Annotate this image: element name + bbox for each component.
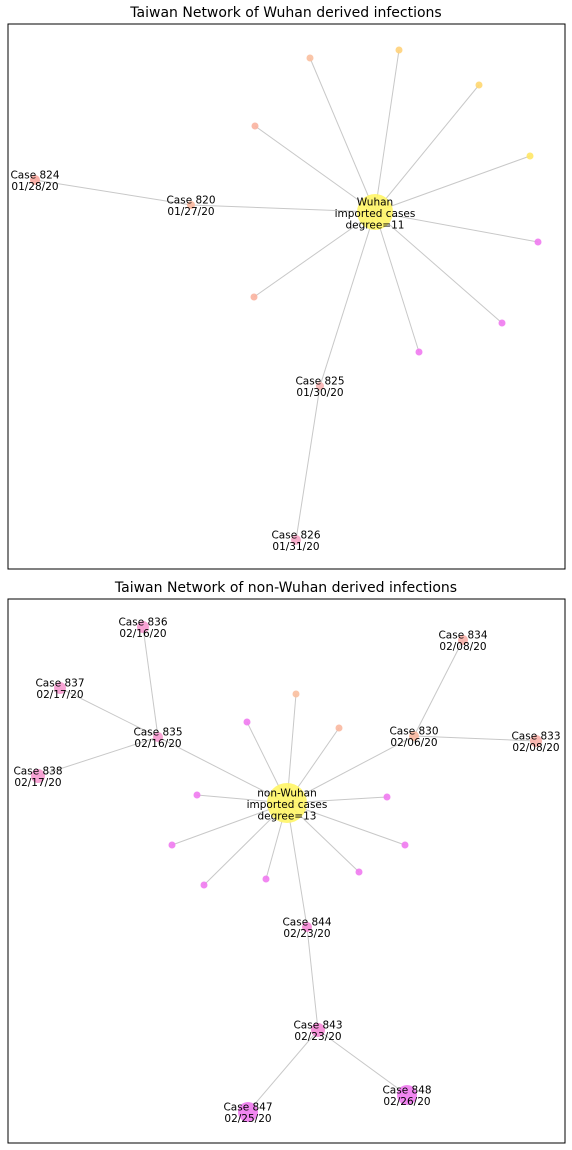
node-n5 xyxy=(383,793,391,801)
edge-c830-c833 xyxy=(413,735,537,742)
edge-c825-c826 xyxy=(295,385,321,541)
node-label-c825: Case 825 01/30/20 xyxy=(295,375,344,399)
node-c844 xyxy=(302,922,312,932)
node-label-c830: Case 830 02/06/20 xyxy=(389,725,438,749)
edge-c820-c824 xyxy=(34,179,192,206)
hub-node xyxy=(357,194,393,230)
node-c847 xyxy=(238,1102,258,1122)
node-label-c847: Case 847 02/25/20 xyxy=(223,1101,272,1125)
node-u6 xyxy=(250,293,258,301)
node-u8 xyxy=(498,319,506,327)
edge-hub-n6 xyxy=(171,802,288,846)
edge-hub-c835 xyxy=(157,736,288,804)
panel-2-title: Taiwan Network of non-Wuhan derived infe… xyxy=(114,580,458,596)
node-label-c820: Case 820 01/27/20 xyxy=(166,194,215,218)
node-n3 xyxy=(243,718,251,726)
node-n7 xyxy=(401,841,409,849)
edge-hub-c820 xyxy=(190,204,376,213)
node-u7 xyxy=(534,238,542,246)
node-n8 xyxy=(200,881,208,889)
node-label-c834: Case 834 02/08/20 xyxy=(438,629,487,653)
panel-2-frame xyxy=(7,598,566,1144)
edge-hub-u6 xyxy=(253,211,376,298)
node-label-c833: Case 833 02/08/20 xyxy=(511,730,560,754)
node-c837 xyxy=(54,682,66,694)
node-label-c843: Case 843 02/23/20 xyxy=(293,1019,342,1043)
edge-hub-u2 xyxy=(374,49,400,213)
node-label-c844: Case 844 02/23/20 xyxy=(282,916,331,940)
node-c848 xyxy=(397,1085,417,1105)
node-n6 xyxy=(168,841,176,849)
edge-hub-c825 xyxy=(319,211,376,387)
node-n2 xyxy=(335,724,343,732)
node-label-c838: Case 838 02/17/20 xyxy=(13,765,62,789)
edge-hub-u1 xyxy=(309,57,376,213)
node-c833 xyxy=(530,735,542,747)
node-label-c837: Case 837 02/17/20 xyxy=(35,677,84,701)
node-label-c835: Case 835 02/16/20 xyxy=(133,726,182,750)
node-label-c836: Case 836 02/16/20 xyxy=(118,616,167,640)
node-c830 xyxy=(409,731,419,741)
edge-hub-u5 xyxy=(254,125,376,213)
node-label-c826: Case 826 01/31/20 xyxy=(271,529,320,553)
node-c836 xyxy=(137,621,149,633)
edge-hub-c830 xyxy=(286,735,415,804)
edge-hub-u7 xyxy=(374,211,539,243)
edge-hub-u9 xyxy=(374,211,420,353)
node-c834 xyxy=(458,635,468,645)
node-c825 xyxy=(316,382,324,390)
panel-1-title: Taiwan Network of Wuhan derived infectio… xyxy=(130,5,442,21)
node-n4 xyxy=(193,791,201,799)
edge-hub-n7 xyxy=(286,802,406,846)
node-c826 xyxy=(291,535,301,545)
edge-c835-c836 xyxy=(142,626,159,738)
edge-hub-u4 xyxy=(374,155,531,213)
node-n10 xyxy=(355,868,363,876)
node-u4 xyxy=(526,152,534,160)
edge-c844-c843 xyxy=(306,926,319,1031)
hub-label: Wuhan imported cases degree=11 xyxy=(335,197,416,232)
node-label-c824: Case 824 01/28/20 xyxy=(10,169,59,193)
node-c824 xyxy=(30,175,40,185)
node-c843 xyxy=(311,1023,325,1037)
node-u5 xyxy=(251,122,259,130)
node-u1 xyxy=(306,54,314,62)
edge-c835-c837 xyxy=(59,687,159,738)
node-n9 xyxy=(262,875,270,883)
node-n1 xyxy=(292,690,300,698)
edge-hub-u8 xyxy=(374,211,503,324)
hub-node xyxy=(267,783,307,823)
node-u9 xyxy=(415,348,423,356)
hub-label: non-Wuhan imported cases degree=13 xyxy=(247,788,328,823)
node-c820 xyxy=(187,201,195,209)
node-c838 xyxy=(31,769,45,783)
node-u3 xyxy=(475,81,483,89)
edge-c835-c838 xyxy=(37,736,159,777)
panel-1-frame xyxy=(7,23,566,570)
edge-c843-c848 xyxy=(317,1029,408,1096)
edge-c830-c834 xyxy=(413,639,464,737)
node-label-c848: Case 848 02/26/20 xyxy=(382,1084,431,1108)
node-u2 xyxy=(395,46,403,54)
edge-c843-c847 xyxy=(247,1029,319,1113)
node-c835 xyxy=(153,732,163,742)
edge-hub-c844 xyxy=(286,802,308,928)
edge-hub-u3 xyxy=(374,84,480,213)
